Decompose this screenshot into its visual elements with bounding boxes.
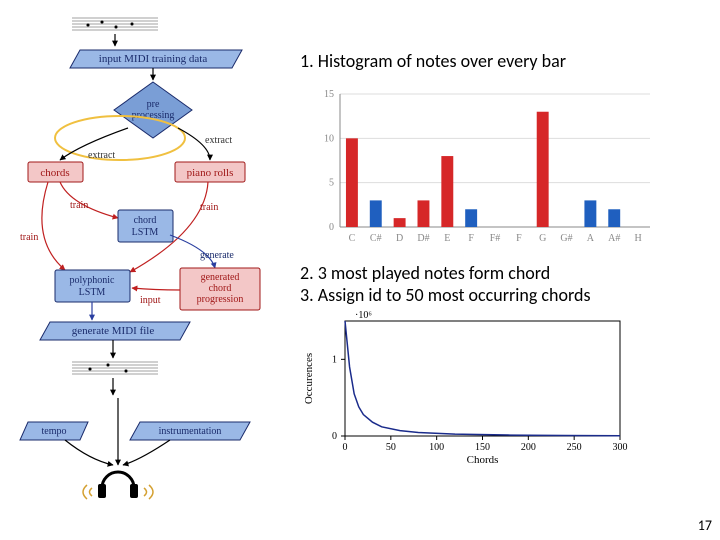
svg-text:D: D bbox=[396, 233, 403, 244]
node-chord-lstm: chord LSTM bbox=[118, 210, 173, 242]
svg-text:Chords: Chords bbox=[467, 454, 499, 466]
node-input-label: input MIDI training data bbox=[99, 53, 208, 65]
svg-text:generate MIDI file: generate MIDI file bbox=[72, 325, 155, 337]
svg-text:·10⁶: ·10⁶ bbox=[355, 310, 372, 321]
svg-text:200: 200 bbox=[521, 442, 536, 453]
svg-text:G: G bbox=[539, 233, 546, 244]
node-tempo: tempo bbox=[20, 422, 88, 440]
flowchart-diagram: input MIDI training data pre processing … bbox=[10, 10, 280, 530]
node-gen-midi: generate MIDI file bbox=[40, 322, 190, 340]
edge-generate: generate bbox=[200, 250, 234, 261]
svg-text:tempo: tempo bbox=[42, 426, 67, 437]
svg-text:chords: chords bbox=[40, 167, 69, 179]
edge-extract-right: extract bbox=[205, 135, 232, 146]
svg-text:chord: chord bbox=[134, 215, 157, 226]
heading-3: 3. Assign id to 50 most occurring chords bbox=[300, 284, 700, 306]
node-poly-lstm: polyphonic LSTM bbox=[55, 270, 130, 302]
svg-text:pre: pre bbox=[147, 99, 160, 110]
svg-text:150: 150 bbox=[475, 442, 490, 453]
svg-text:50: 50 bbox=[386, 442, 396, 453]
headphones-icon bbox=[83, 472, 153, 499]
svg-text:progression: progression bbox=[197, 294, 244, 305]
node-input: input MIDI training data bbox=[70, 50, 242, 68]
svg-text:H: H bbox=[634, 233, 641, 244]
heading-1: 1. Histogram of notes over every bar bbox=[300, 50, 700, 72]
svg-text:0: 0 bbox=[329, 222, 334, 233]
node-pianorolls: piano rolls bbox=[175, 162, 245, 182]
svg-text:D#: D# bbox=[417, 233, 429, 244]
svg-text:10: 10 bbox=[324, 133, 334, 144]
heading-2: 2. 3 most played notes form chord bbox=[300, 262, 700, 284]
node-chords: chords bbox=[28, 162, 83, 182]
svg-text:A: A bbox=[587, 233, 595, 244]
edge-input: input bbox=[140, 295, 161, 306]
highlight-circle bbox=[55, 116, 185, 160]
svg-text:generated: generated bbox=[201, 272, 240, 283]
svg-text:E: E bbox=[444, 233, 450, 244]
svg-text:100: 100 bbox=[429, 442, 444, 453]
svg-text:C#: C# bbox=[370, 233, 382, 244]
svg-text:F: F bbox=[516, 233, 522, 244]
svg-text:C: C bbox=[349, 233, 356, 244]
svg-text:15: 15 bbox=[324, 89, 334, 100]
node-instrumentation: instrumentation bbox=[130, 422, 250, 440]
svg-text:300: 300 bbox=[613, 442, 628, 453]
svg-text:250: 250 bbox=[567, 442, 582, 453]
edge-train-right: train bbox=[200, 202, 218, 213]
chord-occurrence-chart: 0 50 100 150 200 250 300 0 1 Chords Occurences ·10⁶ bbox=[300, 306, 630, 466]
svg-text:F#: F# bbox=[490, 233, 501, 244]
svg-text:polyphonic: polyphonic bbox=[70, 275, 116, 286]
svg-text:piano rolls: piano rolls bbox=[187, 167, 234, 179]
svg-text:instrumentation: instrumentation bbox=[159, 426, 222, 437]
node-gen-chord-prog: generated chord progression bbox=[180, 268, 260, 310]
edge-train-left: train bbox=[70, 200, 88, 211]
svg-text:A#: A# bbox=[608, 233, 620, 244]
svg-text:G#: G# bbox=[560, 233, 572, 244]
svg-text:0: 0 bbox=[343, 442, 348, 453]
svg-text:chord: chord bbox=[209, 283, 232, 294]
svg-text:1: 1 bbox=[332, 354, 337, 365]
svg-text:Occurences: Occurences bbox=[303, 353, 315, 404]
svg-text:LSTM: LSTM bbox=[132, 227, 159, 238]
svg-text:train: train bbox=[20, 232, 38, 243]
svg-text:F: F bbox=[468, 233, 474, 244]
svg-text:LSTM: LSTM bbox=[79, 287, 106, 298]
note-histogram: 0 5 10 15 C C# D D# E F F# F G G# A A# H bbox=[300, 82, 660, 252]
edge-extract-left: extract bbox=[88, 150, 115, 161]
page-number: 17 bbox=[698, 517, 712, 534]
svg-text:5: 5 bbox=[329, 178, 334, 189]
svg-text:0: 0 bbox=[332, 431, 337, 442]
